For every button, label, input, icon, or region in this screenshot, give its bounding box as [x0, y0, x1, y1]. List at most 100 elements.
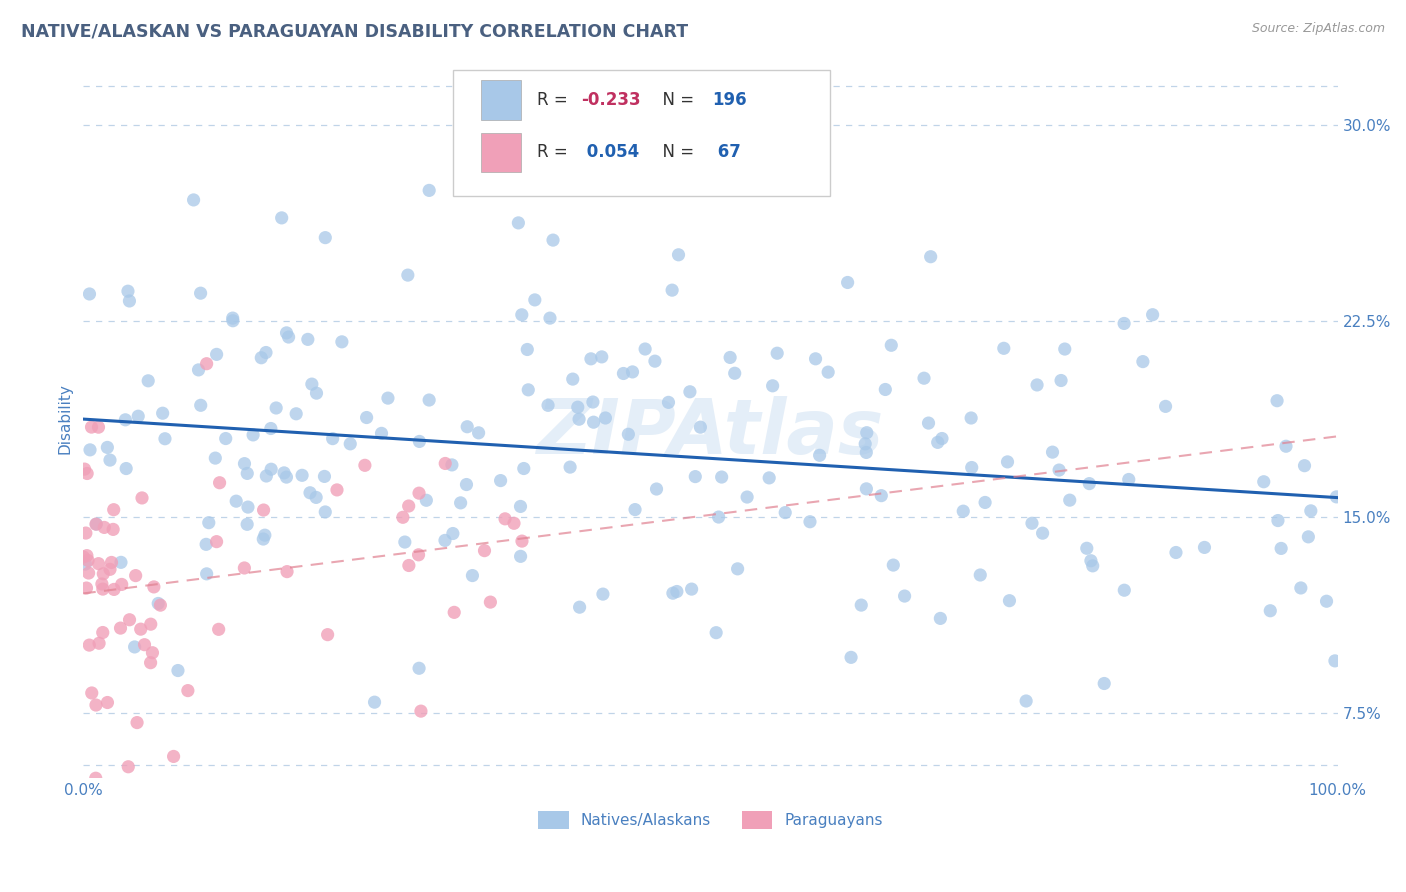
Point [704, 625, 727, 640]
Point [479, 595, 502, 609]
Point [617, 427, 640, 442]
Point [276, 565, 298, 579]
Point [236, 517, 259, 532]
Point [233, 457, 256, 471]
Point [931, 432, 953, 446]
Point [87, 636, 110, 650]
Point [396, 268, 419, 282]
Point [1294, 458, 1316, 473]
Point [1050, 374, 1073, 388]
Point [409, 704, 432, 718]
Point [1298, 530, 1320, 544]
Point [162, 749, 184, 764]
Point [510, 308, 533, 322]
Point [301, 377, 323, 392]
Point [398, 558, 420, 573]
Point [624, 502, 647, 516]
Point [115, 461, 138, 475]
Point [997, 455, 1019, 469]
Point [893, 589, 915, 603]
Point [758, 471, 780, 485]
Point [86, 517, 108, 532]
Point [1118, 473, 1140, 487]
Point [591, 350, 613, 364]
Point [93, 520, 115, 534]
Point [1114, 583, 1136, 598]
Point [141, 646, 163, 660]
Point [187, 363, 209, 377]
Point [668, 248, 690, 262]
Point [139, 656, 162, 670]
Point [118, 613, 141, 627]
Point [398, 499, 420, 513]
Point [152, 406, 174, 420]
Point [662, 586, 685, 600]
Point [541, 233, 564, 247]
Point [96, 696, 118, 710]
Point [254, 469, 277, 483]
Point [920, 250, 942, 264]
Point [1047, 463, 1070, 477]
Point [568, 600, 591, 615]
Point [509, 500, 531, 514]
Point [880, 338, 903, 352]
Point [125, 715, 148, 730]
Point [205, 534, 228, 549]
Point [87, 557, 110, 571]
Point [853, 437, 876, 451]
Point [461, 568, 484, 582]
Point [1059, 493, 1081, 508]
Point [450, 496, 472, 510]
Point [117, 760, 139, 774]
Point [724, 366, 747, 380]
Point [222, 311, 245, 326]
Point [1323, 654, 1346, 668]
Point [582, 395, 605, 409]
Point [322, 432, 344, 446]
Point [1265, 393, 1288, 408]
Point [377, 391, 399, 405]
Point [644, 354, 666, 368]
Point [298, 485, 321, 500]
Point [595, 411, 617, 425]
Point [1270, 541, 1292, 556]
Point [707, 510, 730, 524]
Point [205, 347, 228, 361]
Point [645, 482, 668, 496]
Point [84, 698, 107, 712]
Point [305, 491, 328, 505]
Point [96, 441, 118, 455]
Point [195, 357, 218, 371]
Point [1076, 541, 1098, 556]
Point [679, 384, 702, 399]
Point [139, 617, 162, 632]
Point [110, 621, 132, 635]
Point [474, 543, 496, 558]
Point [79, 442, 101, 457]
Point [408, 661, 430, 675]
Point [316, 627, 339, 641]
Point [568, 412, 591, 426]
Point [142, 580, 165, 594]
Text: N =: N = [651, 91, 699, 109]
Point [960, 460, 983, 475]
Point [408, 434, 430, 449]
Point [314, 505, 336, 519]
Point [434, 457, 457, 471]
Point [839, 650, 862, 665]
Point [817, 365, 839, 379]
Point [339, 437, 361, 451]
Point [131, 491, 153, 505]
Point [418, 183, 440, 197]
Point [183, 193, 205, 207]
Point [326, 483, 349, 497]
Point [285, 407, 308, 421]
Point [195, 537, 218, 551]
Point [665, 584, 688, 599]
Point [408, 548, 430, 562]
Point [969, 568, 991, 582]
Point [153, 432, 176, 446]
Text: ZIPAtlas: ZIPAtlas [537, 396, 884, 470]
Point [1021, 516, 1043, 531]
Point [443, 606, 465, 620]
